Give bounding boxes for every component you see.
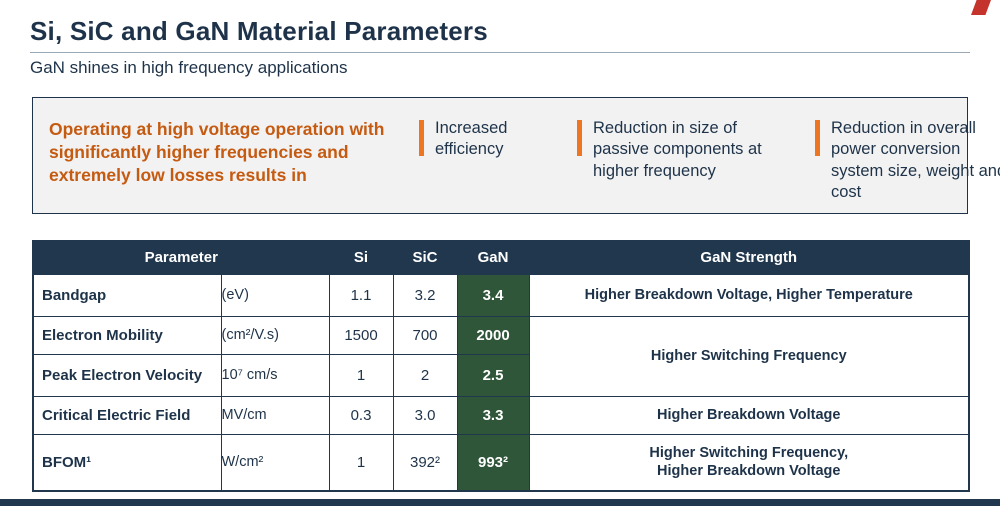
param-unit-cell: (eV)	[220, 273, 330, 317]
gan-value-cell: 3.3	[456, 395, 530, 435]
callout-lead-text: Operating at high voltage operation with…	[49, 119, 385, 186]
table-row-bfom: BFOM¹ W/cm² 1 392² 993² Higher Switching…	[32, 433, 970, 492]
sic-value-cell: 3.2	[392, 273, 458, 317]
gan-value-cell: 3.4	[456, 273, 530, 317]
table-row-electron-mobility: Electron Mobility (cm²/V.s) 1500 700 200…	[32, 315, 970, 397]
gan-strength-cell: Higher Switching Frequency	[528, 315, 970, 397]
benefit-accent-bar	[815, 120, 820, 156]
page-title: Si, SiC and GaN Material Parameters	[30, 16, 488, 46]
sic-value-cell: 3.0	[392, 395, 458, 435]
benefit-text: Reduction in overall power conversion sy…	[831, 119, 1000, 202]
param-name-cell: Peak Electron Velocity	[32, 353, 222, 397]
benefit-text: Reduction in size of passive components …	[593, 119, 762, 180]
param-name-cell: Critical Electric Field	[32, 395, 222, 435]
benefits-callout: Operating at high voltage operation with…	[32, 97, 1000, 214]
benefit-item-efficiency: Increased efficiency	[419, 118, 531, 203]
table-row-bandgap: Bandgap (eV) 1.1 3.2 3.4 Higher Breakdow…	[32, 273, 970, 317]
si-value-cell: 1	[328, 353, 394, 397]
title-divider	[30, 52, 970, 53]
benefit-item-passive-size: Reduction in size of passive components …	[577, 118, 765, 203]
param-unit-cell: MV/cm	[220, 395, 330, 435]
si-value-cell: 1	[328, 433, 394, 492]
col-header-gan-strength: GaN Strength	[528, 240, 970, 275]
col-header-sic: SiC	[392, 240, 458, 275]
col-header-gan: GaN	[456, 240, 530, 275]
param-unit-cell: 10⁷ cm/s	[220, 353, 330, 397]
table-row-critical-electric-field: Critical Electric Field MV/cm 0.3 3.0 3.…	[32, 395, 970, 435]
param-name-cell: Electron Mobility	[32, 315, 222, 355]
gan-strength-cell: Higher Breakdown Voltage, Higher Tempera…	[528, 273, 970, 317]
gan-strength-cell: Higher Breakdown Voltage	[528, 395, 970, 435]
param-name-cell: Bandgap	[32, 273, 222, 317]
gan-strength-cell: Higher Switching Frequency, Higher Break…	[528, 433, 970, 492]
col-header-parameter: Parameter	[32, 240, 330, 275]
benefit-accent-bar	[577, 120, 582, 156]
brand-logo-mark	[971, 0, 991, 15]
benefit-accent-bar	[419, 120, 424, 156]
table-row-peak-electron-velocity: Peak Electron Velocity 10⁷ cm/s 1 2 2.5	[32, 353, 969, 397]
gan-value-cell: 2000	[456, 315, 530, 355]
si-value-cell: 1.1	[328, 273, 394, 317]
gan-value-cell: 993²	[456, 433, 530, 492]
param-unit-cell: (cm²/V.s)	[220, 315, 330, 355]
bottom-accent-bar	[0, 499, 1000, 506]
material-parameters-table: Parameter Si SiC GaN GaN Strength Bandga…	[32, 240, 971, 492]
page-subtitle: GaN shines in high frequency application…	[30, 58, 348, 77]
param-unit-cell: W/cm²	[220, 433, 330, 492]
table-header-row: Parameter Si SiC GaN GaN Strength	[32, 240, 970, 275]
param-name-cell: BFOM¹	[32, 433, 222, 492]
sic-value-cell: 700	[392, 315, 458, 355]
gan-value-cell: 2.5	[456, 353, 530, 397]
si-value-cell: 1500	[328, 315, 394, 355]
sic-value-cell: 2	[392, 353, 458, 397]
si-value-cell: 0.3	[328, 395, 394, 435]
sic-value-cell: 392²	[392, 433, 458, 492]
benefit-text: Increased efficiency	[435, 119, 508, 159]
col-header-si: Si	[328, 240, 394, 275]
benefit-item-system-size: Reduction in overall power conversion sy…	[815, 118, 1000, 203]
